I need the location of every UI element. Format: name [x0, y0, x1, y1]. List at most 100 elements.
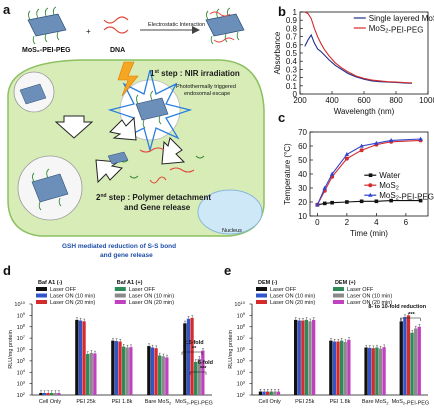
dna-label: DNA: [110, 47, 125, 54]
y-axis-label: Temperature (°C): [283, 143, 292, 205]
annotation-bracket-1: [181, 351, 203, 355]
panel-d: d 102 103 104 105 106 107 108 109 1010 RLU/mg pro…: [3, 263, 213, 407]
legend-swatch: [114, 300, 126, 304]
bar: [399, 321, 403, 395]
category-label: PEI 1.8k: [330, 399, 351, 405]
mos2-sheet-icon: [27, 6, 67, 45]
category-label: MoS2-PEI-PEG: [392, 399, 430, 407]
plot-frame: [299, 11, 429, 95]
annotation-fold-1: 2.5-fold: [184, 340, 204, 346]
bar: [39, 393, 43, 395]
y-axis-label: RLU/mg protein: [8, 330, 14, 369]
bar: [406, 315, 411, 396]
bar: [403, 317, 407, 395]
y-tick-label: 102: [237, 391, 246, 399]
panel-c: c 0 2 4 6 10 20 30 40 50 60 70 Time (min) Temperatur…: [278, 110, 434, 238]
legend-label: Water: [379, 171, 400, 180]
bar: [89, 352, 93, 395]
mos2-dna-complex-icon: [205, 7, 245, 45]
legend-label: MoS2-PEI-PEG: [369, 24, 424, 35]
y-tick-label: 0.9: [286, 16, 298, 25]
legend-marker: [368, 183, 373, 188]
y-tick-label: 107: [237, 334, 246, 342]
legend-label: Laser ON (10 min): [50, 294, 95, 300]
panel-label-e: e: [224, 263, 231, 278]
legend-swatch: [256, 300, 267, 304]
legend-label: Laser ON (20 min): [270, 300, 315, 306]
step1-sup: st: [154, 69, 159, 75]
chart-e: 102 103 104 105 106 107 108 109 1010 RLU/mg prote…: [228, 280, 429, 407]
bar: [197, 358, 201, 395]
legend-swatch: [256, 287, 267, 291]
category-label: Cell Only: [39, 399, 62, 405]
legend-label: Laser ON (10 min): [270, 294, 315, 300]
legend-swatch: [36, 287, 47, 291]
x-tick-label: 800: [389, 96, 403, 105]
x-tick-label: 600: [357, 96, 371, 105]
y-tick-label: 0.7: [286, 33, 298, 42]
legend-label: Laser OFF: [129, 287, 156, 293]
bar: [93, 353, 97, 395]
bar: [158, 355, 162, 395]
bar: [343, 342, 347, 395]
panel-a: a MoS₂-PEI-PEG + DNA Electrostatic Inter…: [3, 2, 265, 259]
x-tick-label: 4: [374, 218, 379, 227]
step1-label: step : NIR irradiation: [159, 69, 240, 78]
bar: [78, 320, 83, 395]
legend-label: Laser ON (10 min): [129, 294, 174, 300]
y-tick-label: 0.5: [286, 49, 298, 58]
panel-label-d: d: [3, 263, 11, 278]
data-point: [330, 200, 334, 205]
y-tick-label: 0.3: [286, 65, 298, 74]
legend-swatch: [332, 293, 344, 298]
legend-group-title: DEM (+): [335, 280, 356, 286]
category-label: Bare MoS2: [362, 399, 389, 406]
data-point: [345, 200, 349, 204]
panel-label-a: a: [3, 2, 11, 17]
legend-label: Laser OFF: [347, 287, 374, 293]
bar: [332, 341, 337, 395]
y-tick-label: 103: [237, 379, 246, 387]
chart-c: 0 2 4 6 10 20 30 40 50 60 70 Time (min) Temperature …: [283, 128, 434, 238]
legend-group-title: Baf A1 (-): [38, 280, 62, 286]
step1-text: 1st step : NIR irradiation: [150, 69, 240, 78]
annotation-sig-2: ***: [200, 366, 207, 372]
legend-label: Laser ON (20 min): [50, 300, 95, 306]
y-tick-label: 1010: [14, 300, 25, 308]
y-tick-label: 0.4: [286, 57, 298, 66]
bar: [410, 332, 414, 395]
data-point: [344, 152, 350, 156]
x-axis-label: Time (min): [350, 229, 388, 238]
y-tick-label: 103: [17, 379, 26, 387]
x-tick-label: 6: [404, 218, 409, 227]
y-tick-label: 70: [298, 128, 307, 137]
legend-marker: [368, 192, 373, 197]
bar: [42, 393, 47, 395]
y-tick-label: 40: [298, 170, 307, 179]
category-label: Bare MoS2: [145, 399, 172, 406]
interaction-label: Electrostatic Interaction: [148, 22, 205, 28]
legend-label: Laser ON (20 min): [129, 300, 174, 306]
bar: [382, 347, 386, 395]
step1-num: 1: [150, 69, 155, 78]
bar: [57, 393, 61, 395]
bar: [308, 321, 312, 395]
bar: [258, 391, 263, 395]
annotation-bracket: [400, 317, 421, 321]
y-axis-label: Absorbance: [273, 31, 282, 74]
annotation-fold-2: 6-fold: [198, 360, 213, 366]
bar: [150, 347, 155, 395]
burst-star: [107, 69, 193, 153]
legend-swatch: [332, 287, 344, 291]
bar: [368, 347, 372, 395]
bar: [82, 321, 86, 395]
y-tick-label: 109: [237, 311, 246, 319]
y-axis-label: RLU/mg protein: [228, 330, 234, 369]
data-point: [359, 143, 364, 148]
y-tick-label: 30: [298, 184, 307, 193]
